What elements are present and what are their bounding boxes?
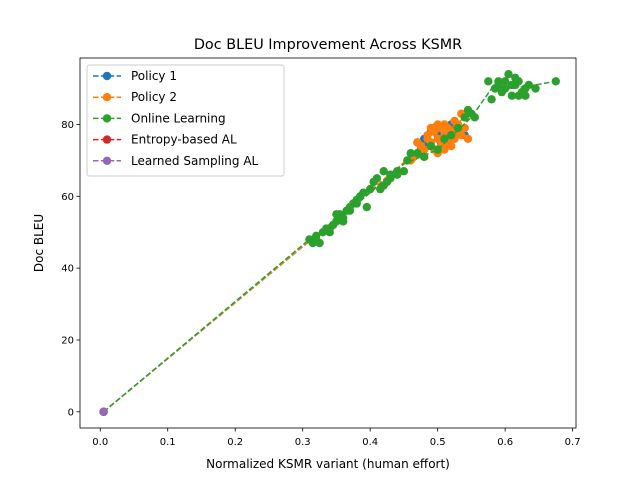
data-point-online-learning (403, 156, 412, 165)
legend-marker (102, 135, 112, 144)
data-point-policy-2 (433, 134, 442, 143)
data-point-online-learning (332, 210, 341, 219)
data-point-online-learning (524, 80, 533, 90)
data-point-online-learning (470, 113, 479, 122)
data-point-online-learning (372, 174, 382, 183)
data-point-policy-2 (443, 123, 452, 133)
y-tick-label: 40 (61, 264, 74, 275)
data-point-online-learning (386, 170, 395, 179)
legend-label: Entropy-based AL (131, 133, 237, 147)
data-point-online-learning (494, 77, 503, 86)
x-tick-label: 0.6 (497, 437, 513, 448)
legend-box (86, 64, 285, 177)
y-tick-label: 60 (61, 192, 74, 203)
data-point-online-learning (484, 77, 493, 86)
y-axis: 0 20 40 60 80 (61, 120, 80, 418)
data-point-policy-2 (430, 127, 439, 136)
data-point-policy-2 (440, 145, 449, 154)
data-point-online-learning (420, 152, 429, 161)
data-point-online-learning (366, 184, 375, 194)
data-point-online-learning (345, 206, 355, 215)
data-point-online-learning (379, 181, 388, 190)
data-point-online-learning (460, 113, 469, 122)
data-point-online-learning (507, 91, 517, 100)
data-point-online-learning (433, 145, 442, 154)
x-axis-label: Normalized KSMR variant (human effort) (206, 457, 450, 471)
plot-area (99, 70, 560, 416)
legend-label: Online Learning (131, 111, 226, 125)
data-point-online-learning (500, 84, 510, 93)
data-point-online-learning (332, 217, 341, 226)
data-point-online-learning (399, 167, 409, 176)
legend-marker (102, 71, 112, 81)
legend-label: Policy 1 (131, 69, 177, 83)
y-tick-label: 0 (68, 407, 74, 418)
data-point-online-learning (514, 91, 523, 100)
data-point-policy-2 (450, 116, 459, 126)
legend-label: Learned Sampling AL (131, 154, 259, 168)
data-point-policy-2 (447, 141, 456, 151)
y-tick-label: 20 (61, 335, 74, 346)
y-tick-label: 80 (61, 120, 74, 131)
data-point-policy-2 (463, 134, 473, 143)
data-point-online-learning (531, 84, 540, 93)
data-point-online-learning (551, 77, 560, 86)
data-point-online-learning (312, 235, 321, 244)
data-point-online-learning (500, 77, 510, 86)
x-tick-label: 0.3 (295, 437, 311, 448)
data-point-online-learning (352, 199, 361, 208)
data-point-online-learning (325, 228, 334, 237)
x-tick-label: 0.1 (160, 437, 176, 448)
legend-marker (102, 156, 112, 165)
data-point-online-learning (447, 131, 456, 140)
data-point-online-learning (487, 95, 496, 104)
data-point-policy-2 (423, 134, 432, 143)
data-point-online-learning (511, 73, 520, 83)
axes-frame (79, 57, 577, 429)
data-point-online-learning (379, 167, 388, 176)
legend-label: Policy 2 (131, 90, 177, 104)
data-point-online-learning (426, 141, 436, 151)
legend: Policy 1 Policy 2 Online Learning Entropy-b… (86, 64, 285, 177)
data-point-online-learning (362, 202, 371, 212)
x-tick-label: 0.2 (227, 437, 243, 448)
data-point-online-learning (453, 123, 463, 133)
x-axis: 0.0 0.1 0.2 0.3 0.4 0.5 0.6 0.7 (92, 428, 581, 448)
x-tick-label: 0.0 (92, 437, 108, 448)
data-point-online-learning (413, 149, 422, 158)
x-tick-label: 0.4 (362, 437, 378, 448)
data-point-learned-sampling-al (99, 407, 108, 416)
y-axis-label: Doc BLEU (32, 214, 46, 272)
data-point-online-learning (521, 91, 530, 100)
data-point-policy-2 (433, 120, 442, 129)
data-point-online-learning (507, 80, 517, 90)
chart-title: Doc BLEU Improvement Across KSMR (194, 37, 462, 53)
legend-marker (102, 114, 112, 123)
data-point-online-learning (504, 70, 513, 79)
data-point-online-learning (406, 149, 415, 158)
x-tick-label: 0.5 (430, 437, 446, 448)
data-point-online-learning (440, 134, 449, 143)
data-point-online-learning (393, 167, 402, 176)
data-point-online-learning (359, 188, 368, 197)
data-point-online-learning (339, 217, 348, 226)
legend-marker (102, 93, 112, 102)
data-point-policy-2 (413, 138, 422, 147)
x-tick-label: 0.7 (565, 437, 581, 448)
